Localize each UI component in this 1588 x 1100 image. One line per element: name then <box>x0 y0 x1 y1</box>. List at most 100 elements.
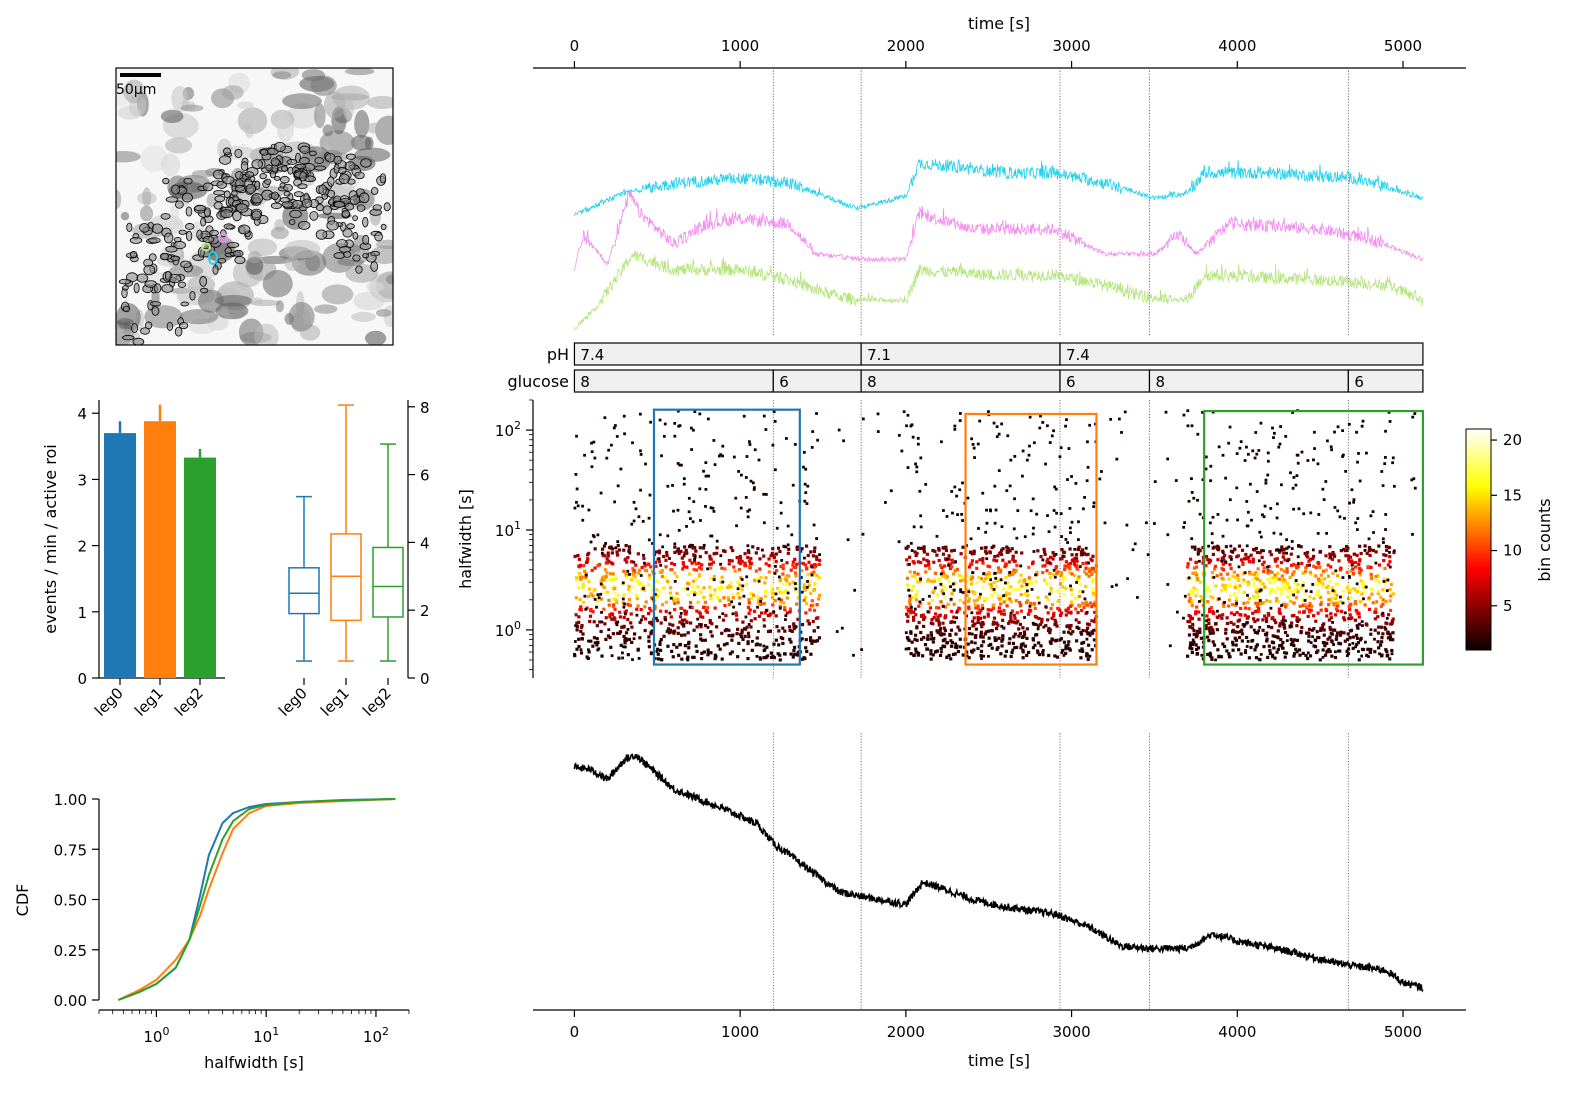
hexbin-outlier <box>956 513 959 516</box>
hexbin-cell <box>979 649 984 654</box>
hexbin-cell <box>1058 557 1063 561</box>
hexbin-outlier <box>590 450 594 454</box>
hexbin-cell <box>730 638 734 642</box>
hexbin-cell <box>1279 560 1284 565</box>
hexbin-cell <box>1297 618 1301 622</box>
hexbin-outlier <box>1336 649 1340 653</box>
hexbin-cell <box>1332 553 1336 557</box>
hexbin-outlier <box>748 443 752 446</box>
hexbin-outlier <box>1330 448 1333 452</box>
hexbin-cell <box>1211 596 1215 600</box>
hexbin-cell <box>1063 564 1067 568</box>
hexbin-cell <box>600 578 605 582</box>
hexbin-cell <box>1001 618 1005 622</box>
hexbin-outlier <box>953 620 957 624</box>
hexbin-cell <box>1087 574 1091 578</box>
hexbin-cell <box>1013 646 1017 650</box>
hexbin-outlier <box>897 540 901 544</box>
hexbin-outlier <box>1283 651 1286 655</box>
hexbin-cell <box>1266 624 1271 629</box>
hexbin-outlier <box>1061 554 1065 558</box>
hexbin-cell <box>945 575 950 579</box>
hexbin-cell <box>1350 559 1354 563</box>
hexbin-cell <box>927 563 931 567</box>
hexbin-outlier <box>1235 486 1239 490</box>
hexbin-outlier <box>742 414 746 418</box>
hexbin-cell <box>1258 579 1262 583</box>
hexbin-outlier <box>673 421 677 425</box>
hexbin-cell <box>1020 584 1024 588</box>
micrograph-frame <box>115 67 394 346</box>
hexbin-cell <box>1007 592 1011 596</box>
colorbar-gradient <box>1465 428 1492 651</box>
hexbin-cell <box>592 636 597 640</box>
hexbin-cell <box>1064 613 1068 617</box>
hexbin-cell <box>1243 650 1248 655</box>
hexbin-cell <box>1265 637 1269 641</box>
hexbin-cell <box>756 600 760 604</box>
micrograph-blob <box>375 308 392 317</box>
hexbin-cell <box>965 593 969 598</box>
micrograph-blob <box>288 302 315 332</box>
hexbin-cell <box>1236 625 1240 629</box>
roi-contour <box>265 164 273 172</box>
hexbin-cell <box>808 638 813 642</box>
hexbin-cell <box>815 573 819 577</box>
hexbin-outlier <box>1246 593 1249 597</box>
hexbin-cell <box>978 611 982 615</box>
hexbin-cell <box>1067 610 1071 615</box>
hexbin-cell <box>671 623 675 627</box>
hexbin-cell <box>921 613 926 617</box>
hexbin-cell <box>579 605 583 609</box>
hexbin-cell <box>981 622 985 626</box>
hexbin-cell <box>908 597 912 601</box>
hexbin-cell <box>687 646 691 650</box>
hexbin-cell <box>1268 550 1272 554</box>
hexbin-cell <box>1311 554 1316 559</box>
hexbin-cell <box>922 548 926 552</box>
hexbin-cell <box>1256 590 1260 594</box>
hexbin-cell <box>1090 586 1095 590</box>
hexbin-cell <box>959 552 963 556</box>
hexbin-outlier <box>942 605 945 608</box>
hexbin-cell <box>1278 611 1282 616</box>
hexbin-cell <box>986 614 990 618</box>
hexbin-cell <box>625 560 629 564</box>
hexbin-outlier <box>1058 455 1062 459</box>
hexbin-cell <box>767 570 771 574</box>
hexbin-cell <box>628 590 632 594</box>
hexbin-cell <box>642 556 646 561</box>
hexbin-cell <box>1245 635 1249 640</box>
hexbin-cell <box>791 563 795 567</box>
hexbin-outlier <box>1216 609 1219 613</box>
hexbin-cell <box>1384 621 1388 625</box>
hexbin-cell <box>637 571 641 575</box>
hexbin-cell <box>1330 654 1334 658</box>
hexbin-cell <box>639 607 643 612</box>
roi-contour <box>232 210 242 222</box>
hexbin-outlier <box>1243 623 1247 627</box>
hexbin-cell <box>635 579 639 583</box>
hexbin-cell <box>1078 649 1082 653</box>
hexbin-cell <box>601 575 606 579</box>
roi-contour <box>343 251 352 258</box>
hexbin-cell <box>1305 550 1310 555</box>
hexbin-cell <box>575 647 579 651</box>
hexbin-outlier <box>1350 488 1354 492</box>
roi-contour <box>281 201 294 208</box>
hexbin-cell <box>793 557 797 562</box>
hexbin-cell <box>758 643 762 647</box>
hexbin-cell <box>929 652 933 656</box>
hexbin-cell <box>917 620 921 625</box>
hexbin-outlier <box>676 409 680 413</box>
hexbin-outlier <box>1078 565 1082 569</box>
bar-marks <box>104 404 216 678</box>
hexbin-cell <box>1019 646 1023 650</box>
hexbin-cell <box>812 570 816 574</box>
hexbin-cell <box>936 615 940 620</box>
hexbin-cell <box>943 564 947 568</box>
hexbin-cell <box>909 588 914 592</box>
hexbin-outlier <box>581 518 585 522</box>
hexbin-outlier <box>1029 509 1033 513</box>
